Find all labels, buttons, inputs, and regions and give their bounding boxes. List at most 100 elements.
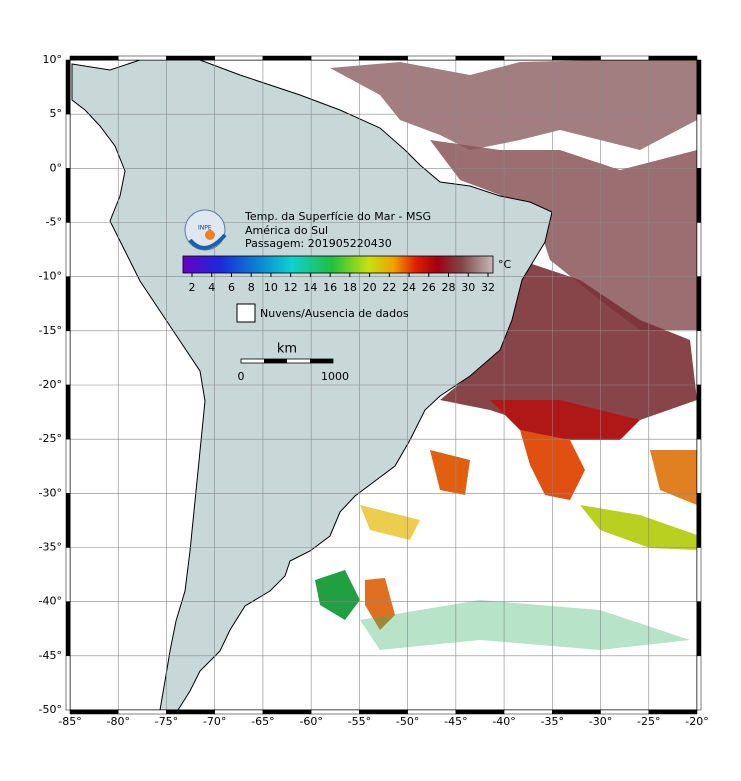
tick-labels: 10° 5° 0° -5° -10° -15° -20° -25° -30° -35° -40° -4… xyxy=(39,53,709,728)
frame-segment xyxy=(696,493,702,548)
region: América do Sul xyxy=(245,224,328,237)
frame-segment xyxy=(65,276,71,332)
lat-label: -40° xyxy=(39,595,62,608)
frame-segment xyxy=(696,59,702,115)
lon-label: -40° xyxy=(492,715,515,728)
colorbar-tick-label: 30 xyxy=(461,281,475,294)
logo-text: INPE xyxy=(198,225,212,232)
lon-label: -30° xyxy=(589,715,612,728)
lon-label: -80° xyxy=(106,715,129,728)
frame-segment xyxy=(262,55,312,61)
colorbar-tick-label: 22 xyxy=(382,281,396,294)
scale-bar xyxy=(240,358,334,364)
frame-segment xyxy=(65,113,71,169)
frame-segment xyxy=(696,168,702,223)
frame-segment xyxy=(117,55,167,61)
frame-segment xyxy=(65,59,71,115)
lon-label: -45° xyxy=(444,715,467,728)
frame-segment xyxy=(696,601,702,657)
lat-label: -30° xyxy=(39,486,62,499)
frame-segment xyxy=(696,113,702,169)
frame-segment xyxy=(648,709,698,715)
frame-segment xyxy=(65,438,71,494)
colorbar-tick-label: 4 xyxy=(208,281,215,294)
frame-segment xyxy=(552,55,601,61)
colorbar-tick-label: 32 xyxy=(481,281,495,294)
colorbar-tick-label: 10 xyxy=(264,281,278,294)
colorbar-unit: °C xyxy=(498,258,512,271)
lat-label: 0° xyxy=(50,161,63,174)
frame-segment xyxy=(214,709,264,715)
frame-segment xyxy=(65,384,71,440)
legend-text: Nuvens/Ausencia de dados xyxy=(260,307,409,320)
frame-segment xyxy=(696,547,702,602)
colorbar xyxy=(182,255,494,274)
colorbar-tick-label: 28 xyxy=(442,281,456,294)
frame-segment xyxy=(600,709,650,715)
frame-segment xyxy=(166,55,215,61)
colorbar-tick-label: 18 xyxy=(343,281,357,294)
frame-segment xyxy=(696,330,702,386)
frame-segment xyxy=(455,55,505,61)
lon-label: -70° xyxy=(203,715,226,728)
lon-label: -60° xyxy=(299,715,322,728)
colorbar-tick-label: 6 xyxy=(228,281,235,294)
lon-label: -25° xyxy=(637,715,660,728)
frame-segment xyxy=(69,55,119,61)
scale-label: 0 xyxy=(238,370,245,383)
frame-segment xyxy=(359,709,408,715)
logo: INPE xyxy=(184,209,227,251)
frame-segment xyxy=(455,709,505,715)
frame-segment xyxy=(696,222,702,277)
frame-segment xyxy=(696,438,702,494)
lon-label: -20° xyxy=(685,715,708,728)
frame-segment xyxy=(696,655,702,711)
frame-segment xyxy=(310,55,360,61)
frame-segment xyxy=(648,55,698,61)
lon-label: -75° xyxy=(155,715,178,728)
lat-label: -15° xyxy=(39,324,62,337)
frame-segment xyxy=(65,330,71,386)
lat-label: -20° xyxy=(39,378,62,391)
lat-label: -35° xyxy=(39,541,62,554)
frame-segment xyxy=(65,222,71,277)
colorbar-ticks: 2 4 6 8 10 12 14 16 18 20 22 24 26 28 30 32 xyxy=(189,273,495,294)
colorbar-tick-label: 20 xyxy=(363,281,377,294)
lon-label: -55° xyxy=(348,715,371,728)
grid xyxy=(69,59,698,711)
frame-segment xyxy=(65,655,71,711)
frame-segment xyxy=(65,547,71,602)
legend-swatch xyxy=(236,303,256,323)
frame-segment xyxy=(503,55,553,61)
lon-label: -85° xyxy=(58,715,81,728)
frame-segment xyxy=(214,55,264,61)
frame-segment xyxy=(503,709,553,715)
frame-segment xyxy=(359,55,408,61)
lat-label: -45° xyxy=(39,649,62,662)
colorbar-tick-label: 14 xyxy=(303,281,317,294)
frame-segment xyxy=(65,493,71,548)
lat-label: 5° xyxy=(50,107,63,120)
lat-label: 10° xyxy=(43,53,63,66)
colorbar-tick-label: 26 xyxy=(422,281,436,294)
frame-segment xyxy=(600,55,650,61)
frame-segment xyxy=(696,384,702,440)
colorbar-tick-label: 24 xyxy=(402,281,416,294)
scale-label: 1000 xyxy=(321,370,349,383)
colorbar-tick-label: 16 xyxy=(323,281,337,294)
pass-time: Passagem: 201905220430 xyxy=(245,237,392,250)
frame-segment xyxy=(407,709,457,715)
frame-segment xyxy=(65,601,71,657)
colorbar-tick-label: 12 xyxy=(284,281,298,294)
lat-label: -50° xyxy=(39,703,62,716)
lon-label: -50° xyxy=(396,715,419,728)
lat-label: -10° xyxy=(39,270,62,283)
frame-segment xyxy=(310,709,360,715)
colorbar-tick-label: 8 xyxy=(248,281,255,294)
frame-segment xyxy=(117,709,167,715)
scale-unit: km xyxy=(277,342,297,357)
lon-label: -35° xyxy=(541,715,564,728)
colorbar-tick-label: 2 xyxy=(189,281,196,294)
lat-label: -25° xyxy=(39,432,62,445)
